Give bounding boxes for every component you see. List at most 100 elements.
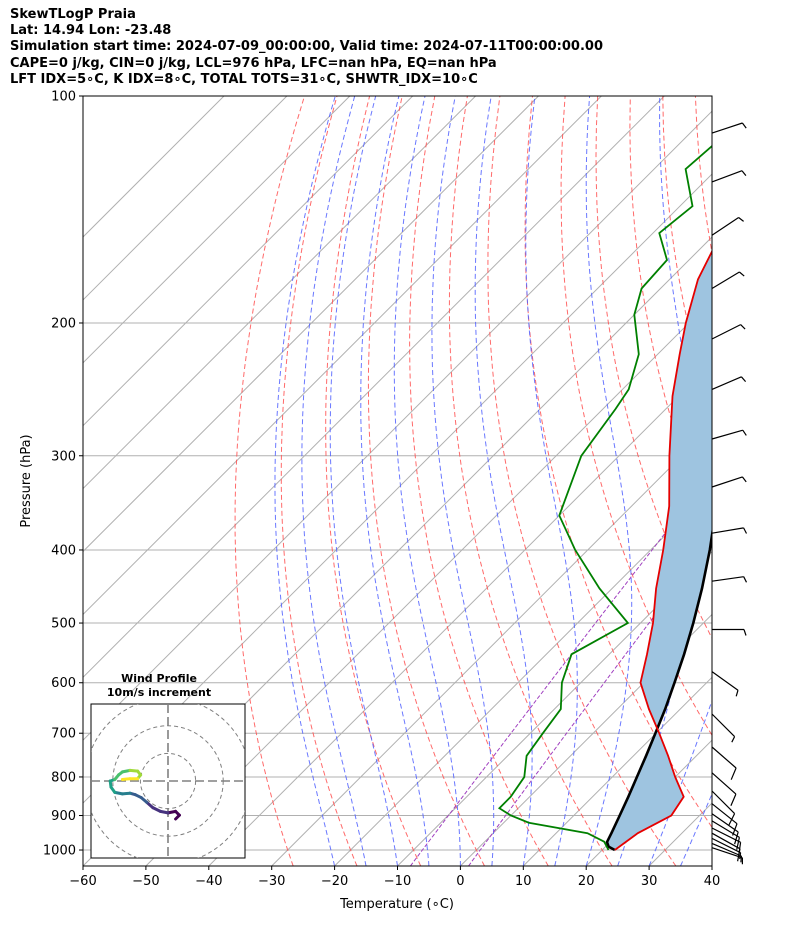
x-tick-label: −30 [258,874,285,889]
wind-barb [711,217,744,236]
moist-adiabat [301,96,367,866]
wind-barb [711,847,743,865]
wind-barb [711,842,742,863]
wind-barbs [711,122,748,865]
isotherm-line [522,676,712,866]
hodograph-title: Wind Profile [121,672,197,685]
y-tick-label: 900 [51,809,76,824]
hodograph-ring [139,752,197,810]
dry-adiabat [409,96,549,866]
isotherm-line [83,96,539,553]
hodograph-subtitle: 10m/s increment [107,686,211,699]
dry-adiabat [761,96,794,866]
x-tick-label: 0 [456,874,464,889]
wind-barb [711,376,747,390]
wind-barb [711,746,737,780]
wind-barb [711,772,737,806]
wind-barb [711,324,746,340]
temperature-line [614,249,712,851]
moist-adiabat [680,792,712,866]
moist-adiabat [431,96,495,866]
y-axis-label: Pressure (hPa) [19,434,34,527]
location-line: Lat: 14.94 Lon: -23.48 [10,23,172,39]
wind-barb [711,476,747,488]
wind-barb [712,628,747,636]
wind-barb [711,820,740,850]
x-tick-label: −60 [69,874,96,889]
dewpoint-line [497,144,712,851]
x-axis-label: Temperature (∘C) [339,897,454,912]
y-tick-label: 600 [51,676,76,691]
wind-barb [711,790,736,826]
indices-line-1: CAPE=0 j/kg, CIN=0 j/kg, LCL=976 hPa, LF… [10,55,497,71]
isotherm-line [460,613,712,866]
wind-barb [711,170,747,183]
y-tick-label: 100 [51,90,76,105]
hodograph-frame [90,703,246,859]
moist-adiabat [525,96,578,866]
isotherm-line [83,96,414,427]
wind-barb [711,671,739,697]
moist-adiabat [329,96,398,866]
dry-adiabat [325,96,422,866]
isotherm-line [145,299,712,866]
x-tick-label: 40 [704,874,721,889]
moist-adiabat [393,96,461,866]
isotherm-line [397,550,712,866]
y-tick-label: 1000 [43,844,76,859]
x-tick-label: −40 [195,874,222,889]
dry-adiabat [595,96,712,640]
y-tick-label: 300 [51,449,76,464]
wind-barb [711,837,742,859]
isotherm-line [83,96,665,679]
wind-barb [711,429,747,440]
isotherm-line [271,424,712,866]
moist-adiabat [274,96,336,866]
dry-adiabat [234,96,305,866]
dry-adiabat [448,96,613,866]
isotherm-line [83,96,225,238]
parcel-shading [607,251,712,850]
parcel-temperature-fill [607,251,712,850]
y-tick-label: 800 [51,770,76,785]
hodograph-trace-segment [120,777,132,781]
x-tick-label: 10 [515,874,532,889]
wind-barb [711,832,741,862]
x-tick-label: −50 [132,874,159,889]
wind-barb [711,527,748,534]
isotherm-line [83,96,351,364]
chart-title: SkewTLogP Praia [10,7,136,22]
indices-line-2: LFT IDX=5∘C, K IDX=8∘C, TOTAL TOTS=31∘C,… [10,71,478,87]
profile-lines [497,144,712,852]
wind-barb [711,122,747,134]
isotherm-line [83,96,288,301]
dry-adiabat [280,96,358,866]
x-tick-label: −10 [384,874,411,889]
parcel-profile-line [605,526,712,852]
mixing-ratio-line [409,472,712,866]
dry-adiabat [367,96,485,866]
moist-adiabat [711,864,712,866]
y-tick-label: 400 [51,543,76,558]
isotherm-line [334,487,712,866]
dry-adiabat [728,96,794,866]
moist-adiabat [360,96,430,866]
isotherm-line [83,110,712,741]
isotherm-line [711,865,712,866]
wind-barb [711,713,736,743]
moist-adiabat [474,96,533,866]
y-tick-label: 200 [51,316,76,331]
wind-barb [711,803,738,836]
y-tick-label: 700 [51,727,76,742]
time-line: Simulation start time: 2024-07-09_00:00:… [10,39,603,55]
chart-header: SkewTLogP Praia Lat: 14.94 Lon: -23.48 S… [10,7,603,88]
isotherm-line [83,96,476,490]
y-tick-label: 500 [51,617,76,632]
x-tick-label: 20 [578,874,595,889]
wind-barb [711,576,748,583]
isotherm-line [83,96,602,616]
x-tick-label: −20 [321,874,348,889]
